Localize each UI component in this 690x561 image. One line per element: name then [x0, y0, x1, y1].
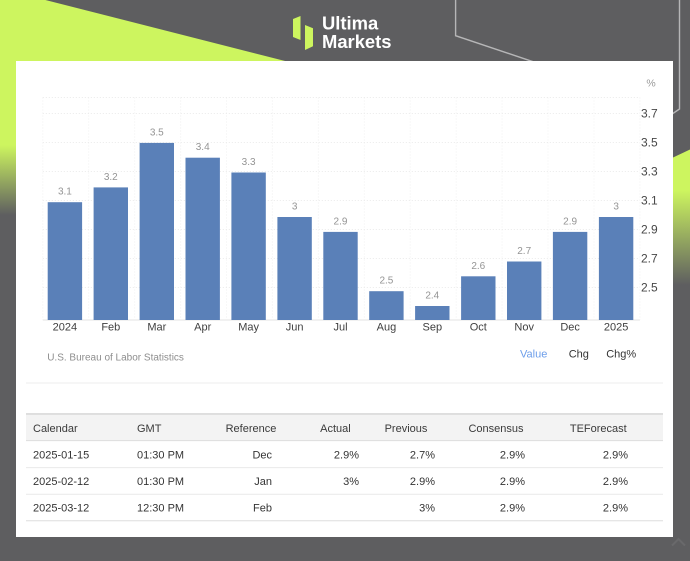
svg-text:2.5: 2.5 [641, 281, 658, 295]
svg-text:2025: 2025 [604, 322, 628, 334]
svg-text:2.9%: 2.9% [603, 449, 628, 461]
svg-text:Sep: Sep [423, 322, 443, 334]
svg-text:2.9%: 2.9% [500, 476, 525, 488]
svg-text:Previous: Previous [385, 423, 428, 435]
svg-text:2024: 2024 [53, 322, 77, 334]
svg-text:2.9: 2.9 [641, 223, 658, 237]
svg-text:2.5: 2.5 [379, 276, 393, 287]
svg-text:12:30 PM: 12:30 PM [137, 502, 184, 514]
svg-text:2025-02-12: 2025-02-12 [33, 476, 89, 488]
svg-text:TEForecast: TEForecast [570, 423, 627, 435]
svg-text:2.7%: 2.7% [410, 449, 435, 461]
svg-text:2025-03-12: 2025-03-12 [33, 502, 89, 514]
svg-text:2.9%: 2.9% [334, 449, 359, 461]
svg-text:3.7: 3.7 [641, 107, 658, 121]
svg-text:2025-01-15: 2025-01-15 [33, 449, 89, 461]
svg-text:3.3: 3.3 [242, 157, 256, 168]
svg-text:Actual: Actual [320, 423, 351, 435]
svg-text:Jul: Jul [333, 322, 347, 334]
svg-text:2.9%: 2.9% [500, 449, 525, 461]
svg-text:Ultima: Ultima [322, 13, 379, 34]
svg-text:2.7: 2.7 [641, 252, 658, 266]
svg-text:Nov: Nov [514, 322, 534, 334]
svg-text:GMT: GMT [137, 423, 162, 435]
svg-text:Feb: Feb [101, 322, 120, 334]
svg-text:May: May [238, 322, 259, 334]
svg-text:Value: Value [520, 349, 547, 361]
svg-text:3.4: 3.4 [196, 142, 210, 153]
svg-text:2.9%: 2.9% [603, 476, 628, 488]
svg-text:2.9: 2.9 [563, 216, 577, 227]
svg-text:3.3: 3.3 [641, 165, 658, 179]
svg-text:3.5: 3.5 [641, 136, 658, 150]
svg-text:Aug: Aug [377, 322, 397, 334]
svg-text:Consensus: Consensus [468, 423, 524, 435]
svg-text:2.9%: 2.9% [410, 476, 435, 488]
svg-text:3: 3 [613, 202, 619, 213]
svg-text:Reference: Reference [226, 423, 277, 435]
svg-text:Jun: Jun [286, 322, 304, 334]
svg-text:2.6: 2.6 [471, 261, 485, 272]
svg-text:Feb: Feb [253, 502, 272, 514]
svg-text:2.4: 2.4 [425, 291, 439, 302]
svg-text:Dec: Dec [252, 449, 272, 461]
svg-text:Oct: Oct [470, 322, 487, 334]
svg-text:Jan: Jan [254, 476, 272, 488]
svg-text:Chg%: Chg% [606, 349, 636, 361]
svg-text:3.1: 3.1 [58, 187, 72, 198]
svg-text:3.1: 3.1 [641, 194, 658, 208]
svg-text:Apr: Apr [194, 322, 211, 334]
svg-text:2.7: 2.7 [517, 246, 531, 257]
svg-text:%: % [646, 78, 655, 90]
svg-text:Mar: Mar [147, 322, 166, 334]
svg-text:Calendar: Calendar [33, 423, 78, 435]
svg-text:3.2: 3.2 [104, 172, 118, 183]
svg-text:01:30 PM: 01:30 PM [137, 476, 184, 488]
svg-text:2.9%: 2.9% [500, 502, 525, 514]
svg-text:Dec: Dec [560, 322, 580, 334]
svg-text:U.S. Bureau of Labor Statistic: U.S. Bureau of Labor Statistics [47, 353, 184, 364]
svg-text:3: 3 [292, 202, 298, 213]
svg-text:01:30 PM: 01:30 PM [137, 449, 184, 461]
svg-text:2.9: 2.9 [334, 216, 348, 227]
svg-text:Chg: Chg [569, 349, 589, 361]
svg-text:3%: 3% [419, 502, 435, 514]
svg-text:3%: 3% [343, 476, 359, 488]
svg-text:Markets: Markets [322, 31, 392, 52]
svg-text:2.9%: 2.9% [603, 502, 628, 514]
svg-text:3.5: 3.5 [150, 127, 164, 138]
